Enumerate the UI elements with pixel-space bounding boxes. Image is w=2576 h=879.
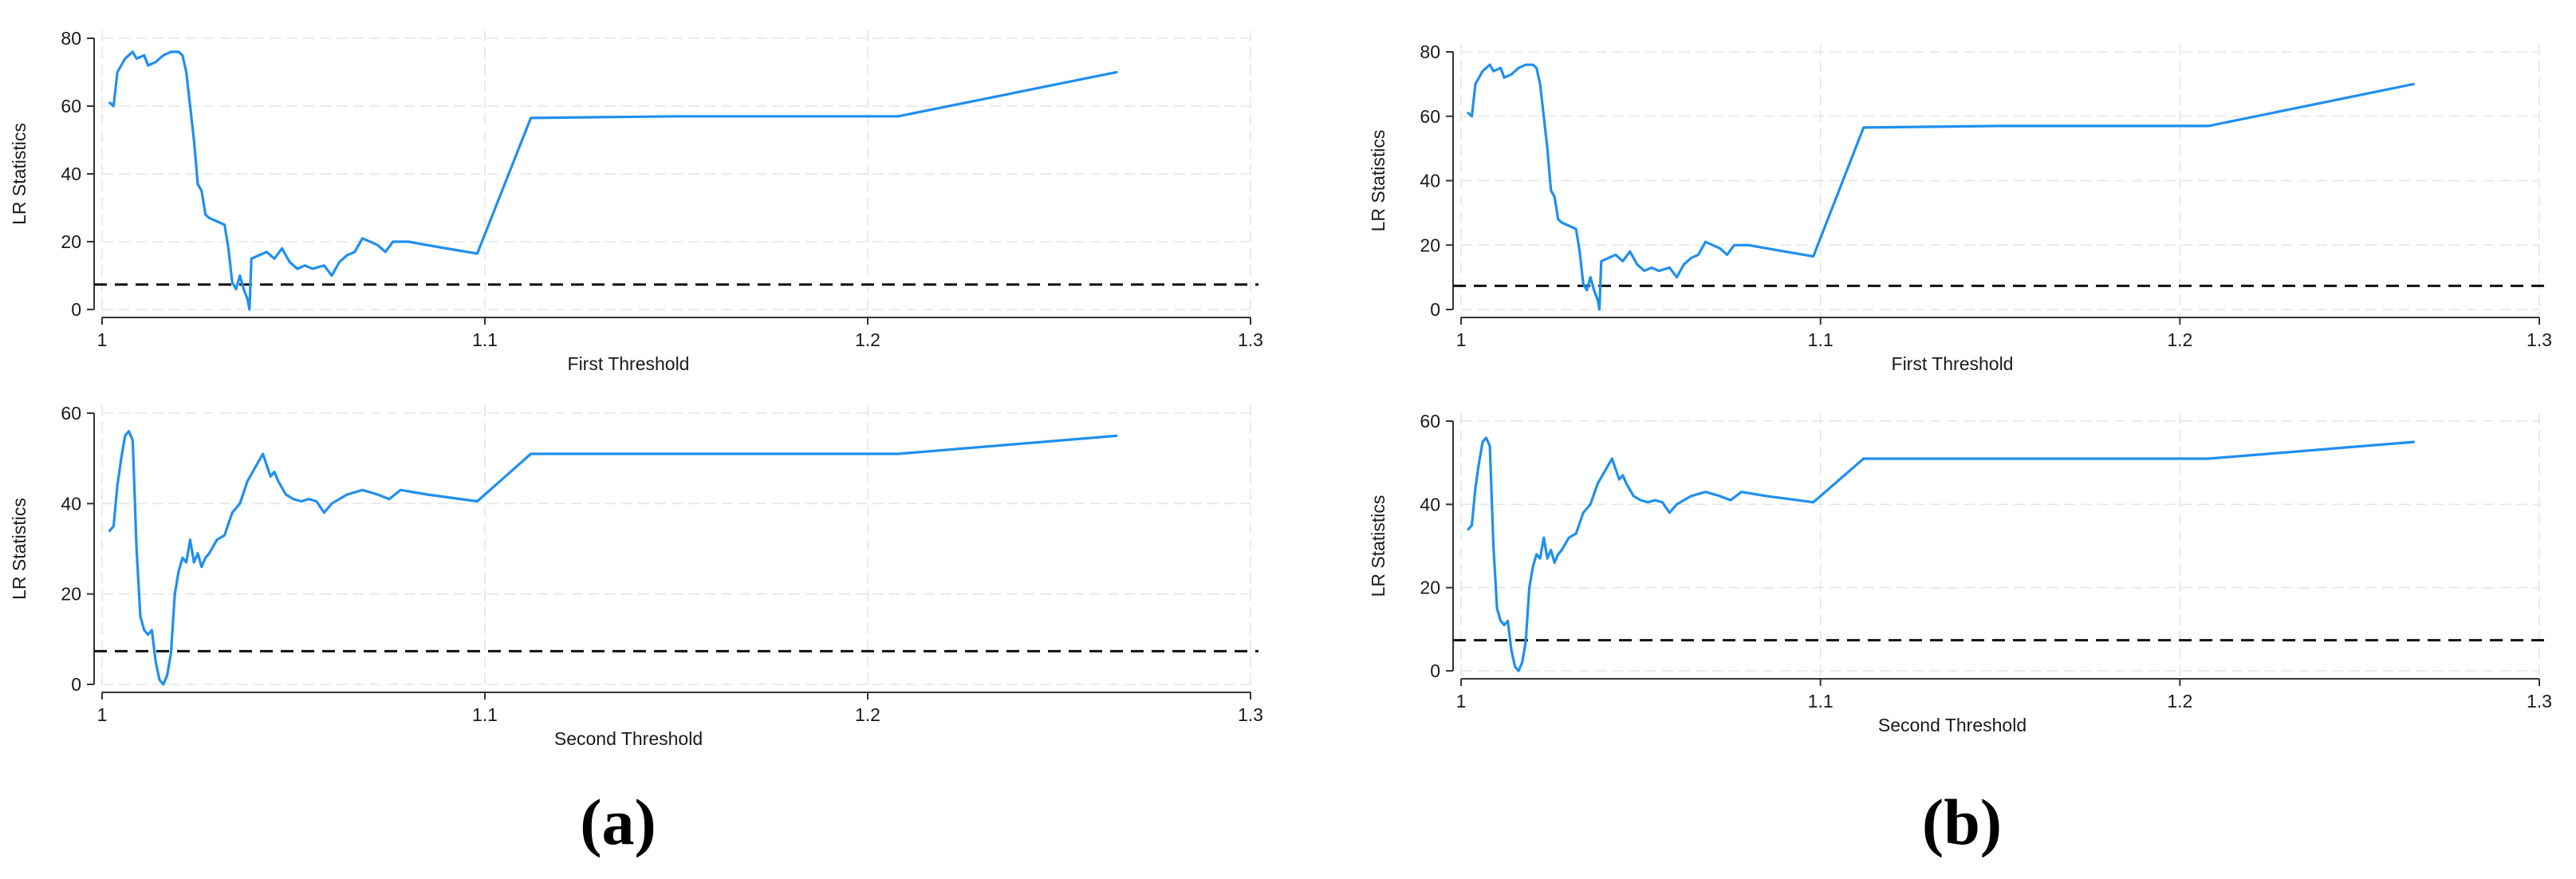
y-tick-label: 60 <box>1420 411 1440 432</box>
y-tick-label: 80 <box>61 28 81 49</box>
x-axis-title: Second Threshold <box>1878 715 2027 735</box>
chart-b-top: 0 20 40 60 80 1 1.1 1.2 1.3 First Threshold LR Sta… <box>1368 41 2552 374</box>
chart-b-bottom: 0 20 40 60 1 1.1 1.2 1.3 Second Threshold LR Stat… <box>1368 411 2552 735</box>
panel-label-b: (b) <box>1922 786 2002 858</box>
y-axis-title: LR Statistics <box>1368 495 1388 597</box>
y-axis-title: LR Statistics <box>9 123 30 225</box>
y-tick-label: 60 <box>1420 106 1440 127</box>
x-tick-label: 1.2 <box>855 329 880 350</box>
x-tick-label: 1 <box>97 704 108 725</box>
chart-a-bottom: 0 20 40 60 1 1.1 1.2 1.3 Second Threshold LR Stat… <box>9 403 1263 749</box>
lr-statistic-line <box>108 430 1118 686</box>
y-tick-label: 60 <box>61 403 81 424</box>
x-tick-label: 1.3 <box>1238 329 1263 350</box>
x-axis-title: First Threshold <box>1892 353 2014 374</box>
lr-statistic-line <box>1467 436 2415 672</box>
x-axis-title: Second Threshold <box>554 728 703 749</box>
x-tick-label: 1.3 <box>2527 691 2552 711</box>
x-tick-label: 1.1 <box>472 704 498 725</box>
panel-label-a: (a) <box>580 786 656 858</box>
x-axis-title: First Threshold <box>568 353 690 374</box>
lr-statistic-line <box>1467 63 2415 311</box>
y-tick-label: 20 <box>1420 235 1440 255</box>
x-tick-label: 1.3 <box>2527 329 2552 350</box>
x-tick-label: 1.2 <box>855 704 880 725</box>
x-tick-label: 1.2 <box>2167 329 2192 350</box>
y-axis-title: LR Statistics <box>1368 130 1388 232</box>
x-tick-label: 1.2 <box>2167 691 2192 711</box>
y-tick-label: 0 <box>1430 660 1440 681</box>
y-tick-label: 40 <box>1420 171 1440 191</box>
y-tick-label: 60 <box>61 96 81 116</box>
x-tick-label: 1.1 <box>472 329 498 350</box>
x-tick-label: 1.3 <box>1238 704 1263 725</box>
x-tick-label: 1 <box>1456 329 1467 350</box>
y-tick-label: 80 <box>1420 41 1440 62</box>
chart-a-top: 0 20 40 60 80 1 1.1 1.2 1.3 First Threshold LR Sta… <box>9 28 1263 374</box>
x-tick-label: 1.1 <box>1808 329 1834 350</box>
y-tick-label: 40 <box>1420 494 1440 514</box>
x-tick-label: 1.1 <box>1808 691 1834 711</box>
y-tick-label: 40 <box>61 493 81 514</box>
y-tick-label: 20 <box>1420 577 1440 598</box>
lr-statistic-line <box>108 50 1118 311</box>
y-tick-label: 0 <box>71 674 81 695</box>
y-tick-label: 20 <box>61 231 81 252</box>
x-tick-label: 1 <box>97 329 108 350</box>
y-axis-title: LR Statistics <box>9 498 30 600</box>
y-tick-label: 20 <box>61 584 81 605</box>
x-tick-label: 1 <box>1456 691 1467 711</box>
y-tick-label: 0 <box>1430 299 1440 320</box>
y-tick-label: 0 <box>71 299 81 320</box>
y-tick-label: 40 <box>61 164 81 184</box>
